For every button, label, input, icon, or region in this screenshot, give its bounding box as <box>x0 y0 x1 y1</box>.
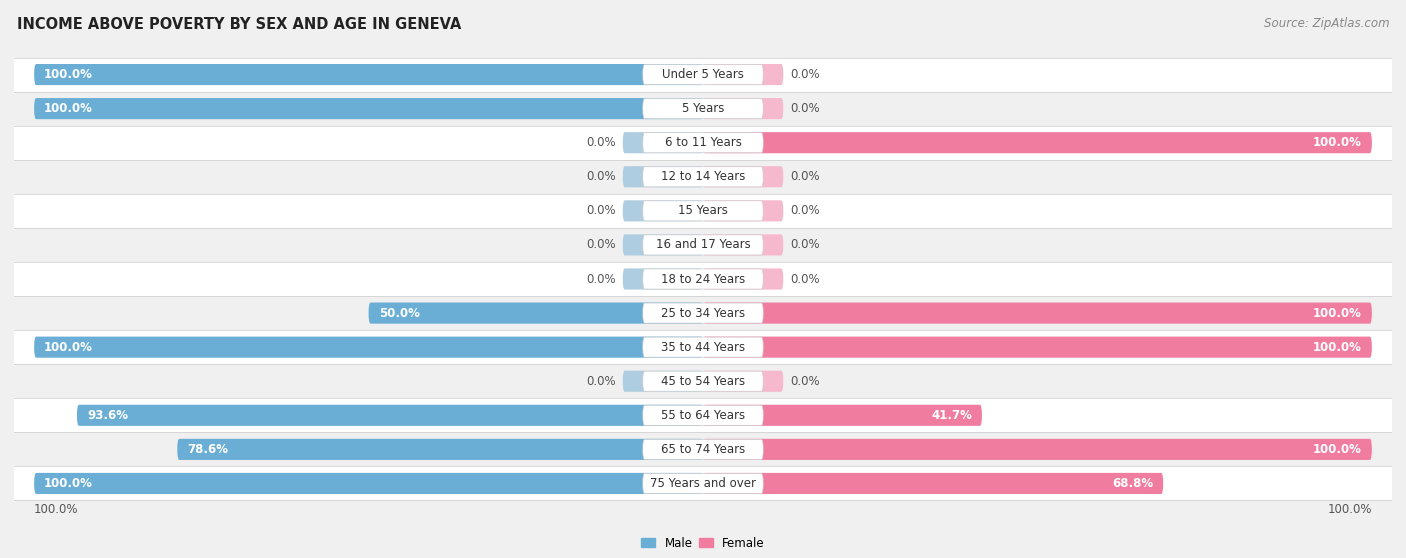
Text: 0.0%: 0.0% <box>790 102 820 115</box>
Text: Source: ZipAtlas.com: Source: ZipAtlas.com <box>1264 17 1389 30</box>
FancyBboxPatch shape <box>177 439 703 460</box>
Text: 0.0%: 0.0% <box>790 204 820 218</box>
FancyBboxPatch shape <box>34 473 703 494</box>
Legend: Male, Female: Male, Female <box>637 532 769 554</box>
Text: 93.6%: 93.6% <box>87 409 128 422</box>
Text: 16 and 17 Years: 16 and 17 Years <box>655 238 751 252</box>
Text: 0.0%: 0.0% <box>586 136 616 149</box>
Text: 65 to 74 Years: 65 to 74 Years <box>661 443 745 456</box>
FancyBboxPatch shape <box>623 166 703 187</box>
Text: 100.0%: 100.0% <box>1313 340 1362 354</box>
Text: 0.0%: 0.0% <box>586 238 616 252</box>
Text: INCOME ABOVE POVERTY BY SEX AND AGE IN GENEVA: INCOME ABOVE POVERTY BY SEX AND AGE IN G… <box>17 17 461 32</box>
Text: 41.7%: 41.7% <box>931 409 972 422</box>
Text: 6 to 11 Years: 6 to 11 Years <box>665 136 741 149</box>
FancyBboxPatch shape <box>703 405 981 426</box>
Text: 0.0%: 0.0% <box>790 68 820 81</box>
Text: 55 to 64 Years: 55 to 64 Years <box>661 409 745 422</box>
Text: 100.0%: 100.0% <box>44 477 93 490</box>
Bar <box>0 432 1406 466</box>
FancyBboxPatch shape <box>368 302 703 324</box>
FancyBboxPatch shape <box>643 65 763 85</box>
FancyBboxPatch shape <box>703 439 1372 460</box>
FancyBboxPatch shape <box>623 234 703 256</box>
FancyBboxPatch shape <box>643 133 763 153</box>
FancyBboxPatch shape <box>703 64 783 85</box>
Text: 100.0%: 100.0% <box>44 68 93 81</box>
Bar <box>0 398 1406 432</box>
Text: 0.0%: 0.0% <box>586 204 616 218</box>
FancyBboxPatch shape <box>643 439 763 459</box>
FancyBboxPatch shape <box>703 166 783 187</box>
FancyBboxPatch shape <box>643 473 763 493</box>
Text: 0.0%: 0.0% <box>586 272 616 286</box>
FancyBboxPatch shape <box>643 167 763 187</box>
Text: 50.0%: 50.0% <box>378 306 419 320</box>
Bar <box>0 57 1406 92</box>
Bar <box>0 364 1406 398</box>
Text: 68.8%: 68.8% <box>1112 477 1153 490</box>
Bar <box>0 466 1406 501</box>
Bar <box>0 262 1406 296</box>
Text: 0.0%: 0.0% <box>790 238 820 252</box>
FancyBboxPatch shape <box>643 235 763 255</box>
FancyBboxPatch shape <box>623 268 703 290</box>
Text: 100.0%: 100.0% <box>44 340 93 354</box>
FancyBboxPatch shape <box>643 405 763 425</box>
Text: 100.0%: 100.0% <box>34 503 79 516</box>
Text: 0.0%: 0.0% <box>790 375 820 388</box>
Text: 45 to 54 Years: 45 to 54 Years <box>661 375 745 388</box>
Text: Under 5 Years: Under 5 Years <box>662 68 744 81</box>
Text: 100.0%: 100.0% <box>1313 306 1362 320</box>
FancyBboxPatch shape <box>703 302 1372 324</box>
FancyBboxPatch shape <box>623 371 703 392</box>
Text: 18 to 24 Years: 18 to 24 Years <box>661 272 745 286</box>
FancyBboxPatch shape <box>643 337 763 357</box>
FancyBboxPatch shape <box>703 200 783 222</box>
Text: 0.0%: 0.0% <box>586 170 616 183</box>
FancyBboxPatch shape <box>703 98 783 119</box>
FancyBboxPatch shape <box>703 473 1163 494</box>
Text: 5 Years: 5 Years <box>682 102 724 115</box>
FancyBboxPatch shape <box>643 371 763 391</box>
FancyBboxPatch shape <box>703 132 1372 153</box>
FancyBboxPatch shape <box>703 336 1372 358</box>
Bar <box>0 296 1406 330</box>
Text: 0.0%: 0.0% <box>586 375 616 388</box>
Text: 25 to 34 Years: 25 to 34 Years <box>661 306 745 320</box>
Text: 100.0%: 100.0% <box>44 102 93 115</box>
Text: 0.0%: 0.0% <box>790 272 820 286</box>
FancyBboxPatch shape <box>34 98 703 119</box>
Text: 35 to 44 Years: 35 to 44 Years <box>661 340 745 354</box>
FancyBboxPatch shape <box>643 303 763 323</box>
Text: 100.0%: 100.0% <box>1313 443 1362 456</box>
FancyBboxPatch shape <box>623 200 703 222</box>
FancyBboxPatch shape <box>77 405 703 426</box>
Text: 100.0%: 100.0% <box>1313 136 1362 149</box>
Text: 78.6%: 78.6% <box>187 443 228 456</box>
FancyBboxPatch shape <box>623 132 703 153</box>
FancyBboxPatch shape <box>643 269 763 289</box>
FancyBboxPatch shape <box>643 201 763 221</box>
Text: 15 Years: 15 Years <box>678 204 728 218</box>
FancyBboxPatch shape <box>34 64 703 85</box>
Text: 0.0%: 0.0% <box>790 170 820 183</box>
Bar <box>0 194 1406 228</box>
Bar <box>0 126 1406 160</box>
FancyBboxPatch shape <box>34 336 703 358</box>
Bar <box>0 92 1406 126</box>
Bar <box>0 160 1406 194</box>
FancyBboxPatch shape <box>703 268 783 290</box>
FancyBboxPatch shape <box>643 99 763 119</box>
FancyBboxPatch shape <box>703 371 783 392</box>
Text: 12 to 14 Years: 12 to 14 Years <box>661 170 745 183</box>
Text: 75 Years and over: 75 Years and over <box>650 477 756 490</box>
Text: 100.0%: 100.0% <box>1327 503 1372 516</box>
FancyBboxPatch shape <box>703 234 783 256</box>
Bar <box>0 330 1406 364</box>
Bar <box>0 228 1406 262</box>
